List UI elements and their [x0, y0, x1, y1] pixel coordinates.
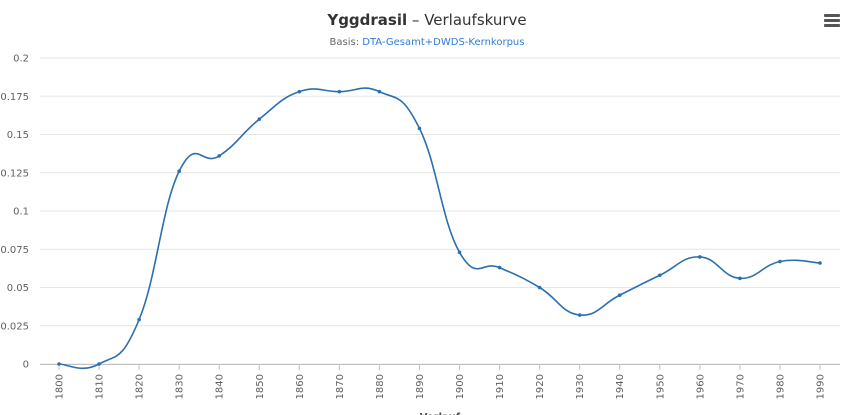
y-tick-label: 0.175: [0, 92, 29, 103]
data-point[interactable]: [617, 293, 622, 297]
x-tick-label: 1940: [615, 374, 626, 399]
chart-title-suffix: Verlaufskurve: [424, 11, 527, 29]
y-tick-label: 0.15: [7, 130, 29, 141]
series-group: [57, 87, 822, 370]
data-point[interactable]: [778, 259, 782, 264]
data-point[interactable]: [377, 89, 382, 94]
y-tick-label: 0.025: [0, 321, 29, 332]
x-tick-label: 1810: [95, 374, 106, 399]
x-tick-label: 1880: [375, 374, 386, 399]
data-point[interactable]: [738, 276, 742, 281]
data-point[interactable]: [97, 362, 101, 366]
x-tick-label: 1850: [255, 374, 266, 399]
y-tick-label: 0.075: [0, 245, 29, 256]
y-tick-label: 0: [23, 360, 29, 371]
x-tick-label: 1870: [335, 374, 346, 399]
x-tick-label: 1920: [535, 374, 546, 399]
subtitle-prefix: Basis:: [329, 37, 363, 48]
x-tick-label: 1830: [175, 374, 186, 399]
x-tick-label: 1890: [415, 374, 426, 399]
data-point[interactable]: [257, 117, 262, 121]
data-point[interactable]: [657, 273, 662, 278]
x-tick-label: 1950: [655, 374, 666, 399]
y-tick-label: 0.2: [13, 54, 29, 65]
x-axis-label: Verlauf: [420, 412, 461, 415]
chart-subtitle: Basis: DTA-Gesamt+DWDS-Kernkorpus: [0, 37, 854, 48]
x-tick-label: 1910: [495, 374, 506, 399]
corpus-link[interactable]: DTA-Gesamt+DWDS-Kernkorpus: [362, 37, 525, 48]
y-tick-label: 0.1: [13, 207, 29, 218]
x-tick-label: 1980: [775, 374, 786, 399]
data-point[interactable]: [57, 362, 61, 366]
data-point[interactable]: [497, 265, 502, 270]
y-axis: 0 0.025 0.05 0.075 0.1 0.125 0.15 0.175 0.2: [0, 54, 29, 371]
chart-title: Yggdrasil – Verlaufskurve: [0, 11, 854, 29]
data-point[interactable]: [137, 317, 141, 322]
data-point[interactable]: [537, 285, 542, 290]
grid-lines: [40, 57, 840, 365]
x-axis: 1800 1810 1820 1830 1840 1850 1860 1870 1880 1890…: [40, 364, 840, 399]
data-point[interactable]: [297, 89, 302, 94]
data-point[interactable]: [217, 154, 222, 158]
x-tick-label: 1840: [215, 374, 226, 399]
chart-title-term: Yggdrasil: [327, 11, 408, 29]
data-point[interactable]: [457, 250, 462, 255]
x-tick-label: 1800: [55, 374, 66, 399]
y-tick-label: 0.125: [0, 168, 29, 179]
hamburger-menu-icon[interactable]: [824, 14, 840, 28]
x-tick-label: 1860: [295, 374, 306, 399]
data-point[interactable]: [818, 261, 822, 265]
data-point[interactable]: [577, 313, 582, 317]
x-tick-label: 1960: [695, 374, 706, 399]
x-tick-label: 1820: [135, 374, 146, 399]
data-point[interactable]: [177, 169, 181, 174]
data-point[interactable]: [417, 126, 422, 131]
chart-title-separator: –: [407, 11, 425, 29]
x-tick-label: 1930: [575, 374, 586, 399]
x-tick-label: 1900: [455, 374, 466, 399]
y-tick-label: 0.05: [7, 283, 29, 294]
data-point[interactable]: [698, 255, 702, 259]
x-tick-label: 1990: [816, 374, 827, 399]
data-point[interactable]: [337, 89, 342, 94]
x-tick-label: 1970: [735, 374, 746, 399]
series-line: [58, 87, 821, 370]
